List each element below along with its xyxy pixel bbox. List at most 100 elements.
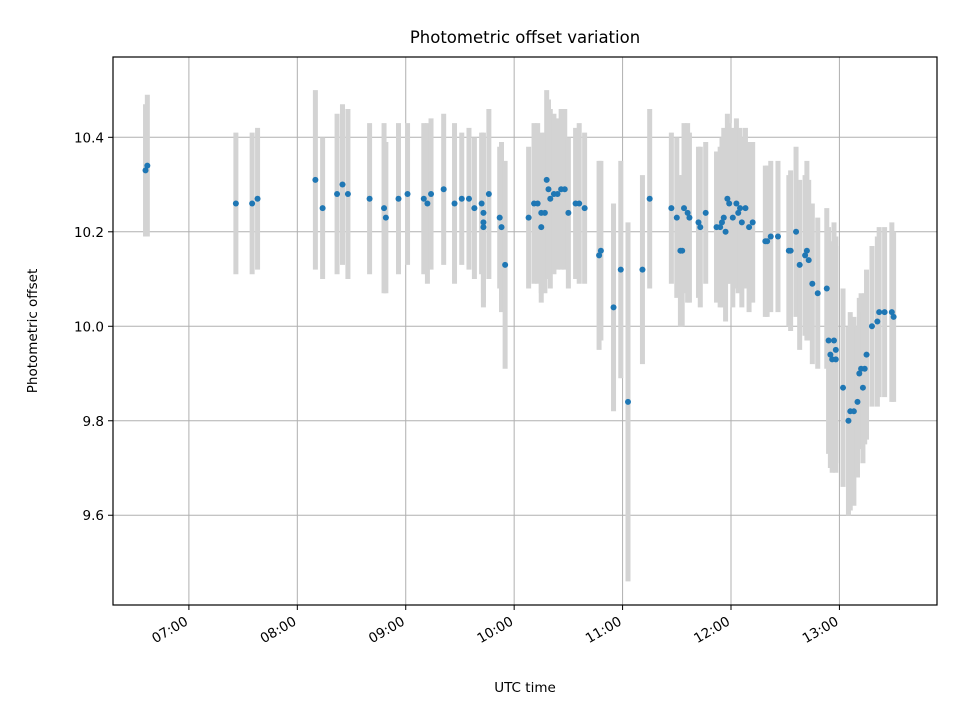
data-point	[565, 209, 572, 216]
data-point	[525, 214, 532, 221]
data-point	[809, 280, 816, 287]
data-point	[312, 176, 319, 183]
data-point	[366, 195, 373, 202]
data-point	[681, 205, 688, 212]
data-point	[458, 195, 465, 202]
data-point	[695, 219, 702, 226]
data-point	[646, 195, 653, 202]
data-point	[543, 176, 550, 183]
data-point	[395, 195, 402, 202]
data-point	[702, 209, 709, 216]
data-point	[888, 309, 895, 316]
data-point	[339, 181, 346, 188]
data-point	[737, 205, 744, 212]
data-point	[547, 195, 554, 202]
data-point	[686, 214, 693, 221]
data-point	[617, 266, 624, 273]
data-point	[796, 261, 803, 268]
data-point	[890, 313, 897, 320]
data-point	[249, 200, 256, 207]
data-point	[724, 195, 731, 202]
data-points	[142, 162, 897, 424]
data-point	[625, 398, 631, 405]
data-point	[673, 214, 680, 221]
data-point	[718, 219, 725, 226]
data-point	[478, 200, 485, 207]
data-point	[679, 247, 686, 254]
data-point	[576, 200, 583, 207]
data-point	[232, 200, 239, 207]
data-point	[738, 219, 745, 226]
data-point	[722, 228, 729, 235]
data-point	[485, 191, 492, 197]
data-point	[832, 356, 839, 363]
data-point	[729, 214, 736, 221]
data-point	[668, 205, 675, 212]
data-point	[581, 205, 588, 212]
data-point	[876, 309, 883, 316]
data-point	[424, 200, 431, 207]
data-point	[814, 290, 821, 297]
data-point	[850, 408, 857, 415]
data-point	[561, 186, 568, 193]
data-point	[746, 224, 753, 231]
data-point	[684, 209, 691, 216]
data-point	[845, 417, 852, 424]
data-point	[749, 219, 756, 226]
y-tick-label: 9.6	[83, 508, 104, 524]
data-point	[545, 186, 552, 193]
data-point	[742, 205, 749, 212]
data-point	[717, 224, 724, 231]
data-point	[868, 323, 875, 330]
data-point	[825, 337, 832, 344]
data-point	[344, 191, 351, 197]
data-point	[697, 224, 704, 231]
data-point	[854, 398, 861, 405]
data-point	[832, 346, 839, 353]
data-point	[874, 318, 881, 325]
data-point	[451, 200, 458, 207]
data-point	[831, 337, 837, 344]
data-point	[554, 191, 561, 197]
data-point	[144, 162, 151, 169]
data-point	[863, 351, 870, 358]
data-point	[774, 233, 781, 240]
y-axis-label: Photometric offset	[25, 269, 41, 393]
y-tick-label: 9.8	[83, 414, 104, 430]
data-point	[502, 261, 509, 268]
data-point	[802, 252, 809, 259]
data-point	[534, 200, 541, 207]
data-point	[805, 257, 812, 264]
data-point	[334, 191, 341, 197]
data-point	[254, 195, 261, 202]
data-point	[404, 191, 411, 197]
data-point	[720, 214, 727, 221]
data-point	[787, 247, 794, 254]
data-point	[465, 195, 472, 202]
data-point	[827, 351, 834, 358]
data-point	[610, 304, 617, 311]
y-tick-label: 10.4	[74, 130, 104, 146]
data-point	[420, 195, 427, 202]
data-point	[480, 224, 487, 231]
data-point	[764, 238, 771, 245]
y-tick-label: 10.2	[74, 225, 104, 241]
data-point	[823, 285, 830, 292]
data-point	[859, 384, 866, 391]
data-point	[767, 233, 774, 240]
data-point	[733, 200, 740, 207]
y-tick-label: 10.0	[74, 319, 104, 335]
data-point	[793, 228, 800, 235]
data-point	[496, 214, 503, 221]
data-point	[803, 247, 810, 254]
data-point	[480, 209, 487, 216]
data-point	[541, 209, 548, 216]
data-point	[861, 365, 868, 372]
data-point	[428, 191, 435, 197]
data-point	[597, 247, 604, 254]
plot-frame	[112, 56, 938, 606]
data-point	[538, 224, 545, 231]
data-point	[498, 224, 505, 231]
